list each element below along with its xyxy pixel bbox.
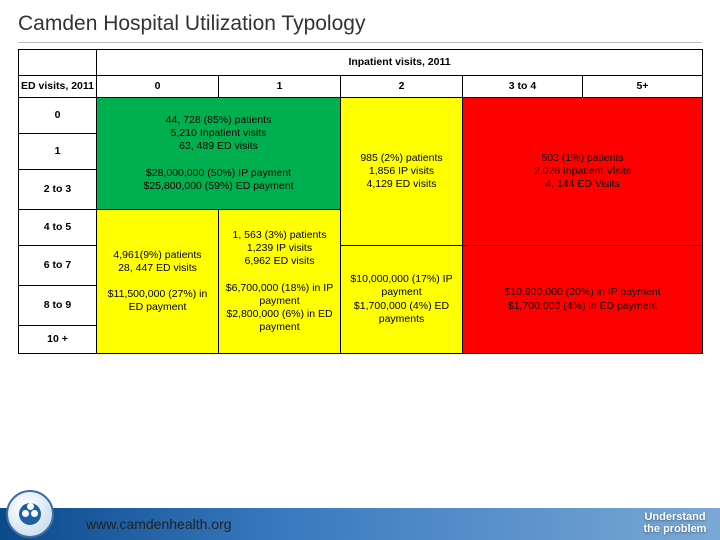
col-1: 1 bbox=[219, 76, 341, 98]
footer-url: www.camdenhealth.org bbox=[86, 516, 232, 532]
row-label-1: 1 bbox=[19, 134, 97, 170]
col-4: 5+ bbox=[583, 76, 703, 98]
typology-table: Inpatient visits, 2011 ED visits, 2011 0… bbox=[18, 49, 703, 354]
footer-understand: Understand the problem bbox=[640, 511, 710, 536]
row-label-5: 8 to 9 bbox=[19, 286, 97, 326]
cell-yellow-right-top: 985 (2%) patients 1,856 IP visits 4,129 … bbox=[341, 98, 463, 246]
cell-green: 44, 728 (85%) patients 5,210 Inpatient v… bbox=[97, 98, 341, 210]
footer: www.camdenhealth.org Understand the prob… bbox=[0, 486, 720, 540]
row-0: 0 44, 728 (85%) patients 5,210 Inpatient… bbox=[19, 98, 703, 134]
cell-red-bot: $10,900,000 (20%) in IP payment $1,700,0… bbox=[463, 246, 703, 354]
row-label-6: 10 + bbox=[19, 326, 97, 354]
row-label-2: 2 to 3 bbox=[19, 170, 97, 210]
col-header-row: ED visits, 2011 0 1 2 3 to 4 5+ bbox=[19, 76, 703, 98]
col-0: 0 bbox=[97, 76, 219, 98]
cell-red-top: 503 (1%) patients 2,026 Inpatient Visits… bbox=[463, 98, 703, 246]
row-label-3: 4 to 5 bbox=[19, 210, 97, 246]
super-header: Inpatient visits, 2011 bbox=[97, 50, 703, 76]
logo-icon bbox=[6, 490, 54, 538]
row-label-0: 0 bbox=[19, 98, 97, 134]
cell-yellow-mid: 1, 563 (3%) patients 1,239 IP visits 6,9… bbox=[219, 210, 341, 354]
row-label-4: 6 to 7 bbox=[19, 246, 97, 286]
title-divider bbox=[18, 42, 702, 43]
col-2: 2 bbox=[341, 76, 463, 98]
corner-blank-top bbox=[19, 50, 97, 76]
cell-yellow-right-bot: $10,000,000 (17%) IP payment $1,700,000 … bbox=[341, 246, 463, 354]
slide: Camden Hospital Utilization Typology Inp… bbox=[0, 0, 720, 540]
super-header-row: Inpatient visits, 2011 bbox=[19, 50, 703, 76]
slide-title: Camden Hospital Utilization Typology bbox=[18, 12, 702, 36]
row-header-title: ED visits, 2011 bbox=[19, 76, 97, 98]
col-3: 3 to 4 bbox=[463, 76, 583, 98]
cell-yellow-left: 4,961(9%) patients 28, 447 ED visits $11… bbox=[97, 210, 219, 354]
